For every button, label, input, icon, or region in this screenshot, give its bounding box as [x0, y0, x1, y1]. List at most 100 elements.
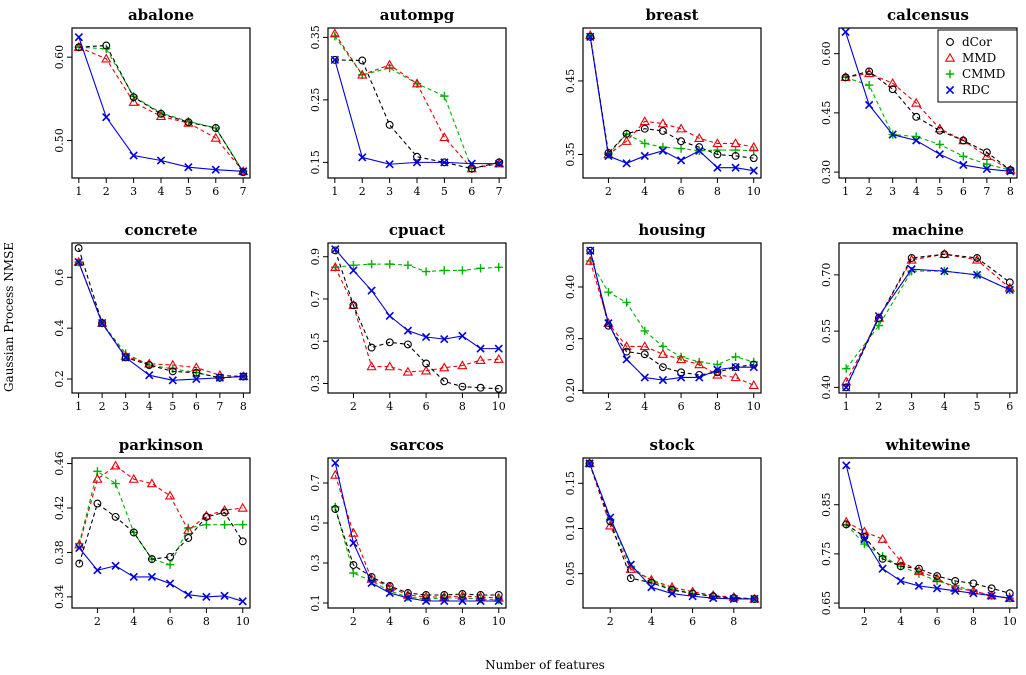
point-MMD	[357, 69, 368, 79]
point-RDC	[932, 584, 942, 593]
point-RDC	[606, 513, 615, 522]
y-tick-label: 0.2	[53, 370, 66, 388]
point-RDC	[349, 538, 358, 548]
x-tick-label: 8	[240, 400, 247, 413]
x-tick-label: 3	[386, 185, 393, 198]
point-RDC	[367, 286, 376, 295]
panel-data	[330, 458, 504, 606]
point-MMD	[384, 361, 395, 371]
series-line-RDC	[78, 261, 244, 381]
x-tick-label: 6	[212, 185, 219, 198]
y-tick-label: 0.9	[309, 248, 322, 266]
point-dCor	[495, 158, 504, 167]
point-dCor	[157, 109, 165, 118]
point-RDC	[647, 583, 656, 592]
x-tick-label: 2	[350, 615, 357, 628]
point-RDC	[440, 334, 449, 344]
point-CMMD	[476, 264, 485, 273]
x-tick-label: 2	[99, 400, 106, 413]
panel-abalone: abalone 1 2 3 4 5 6 7 0.50 0.60	[53, 6, 251, 198]
x-tick-label: 6	[423, 615, 430, 628]
panel-data	[585, 30, 759, 175]
point-dCor	[987, 584, 996, 593]
series-line-MMD	[334, 474, 499, 599]
point-RDC	[421, 596, 431, 606]
point-dCor	[147, 555, 156, 564]
y-tick-label: 0.30	[820, 160, 833, 185]
x-tick-label: 8	[459, 400, 466, 413]
point-MMD	[144, 358, 155, 368]
point-dCor	[907, 254, 916, 262]
point-RDC	[640, 151, 649, 161]
point-CMMD	[238, 520, 247, 529]
point-RDC	[74, 33, 84, 42]
point-RDC	[878, 564, 887, 573]
x-tick-label: 2	[605, 400, 612, 413]
panel-title: concrete	[124, 221, 197, 239]
point-RDC	[604, 151, 613, 161]
point-RDC	[358, 153, 367, 162]
point-dCor	[440, 377, 449, 386]
y-tick-label: 0.42	[53, 496, 66, 521]
point-CMMD	[713, 145, 722, 155]
x-tick-label: 5	[441, 185, 448, 198]
point-MMD	[402, 366, 414, 376]
series-line-CMMD	[845, 76, 1011, 171]
x-tick-label: 2	[350, 400, 357, 413]
series-line-dCor	[845, 70, 1011, 171]
x-tick-label: 6	[678, 185, 685, 198]
x-tick-label: 5	[185, 185, 192, 198]
point-RDC	[331, 245, 340, 254]
point-dCor	[458, 382, 467, 391]
series-line-RDC	[845, 268, 1011, 388]
series-line-dCor	[589, 36, 754, 159]
point-MMD	[155, 111, 167, 121]
point-MMD	[625, 563, 636, 573]
point-CMMD	[349, 568, 358, 578]
y-tick-label: 0.40	[564, 275, 577, 300]
point-CMMD	[912, 132, 921, 141]
point-MMD	[895, 555, 906, 565]
point-dCor	[440, 591, 449, 599]
point-RDC	[864, 100, 874, 110]
point-dCor	[973, 254, 982, 262]
point-dCor	[111, 512, 120, 521]
point-dCor	[874, 314, 883, 322]
y-tick-label: 0.70	[820, 263, 833, 288]
point-RDC	[695, 373, 704, 382]
figure-ylabel: Gaussian Process NMSE	[2, 242, 16, 392]
point-RDC	[476, 344, 485, 353]
x-tick-label: 3	[889, 185, 896, 198]
y-tick-label: 0.65	[820, 591, 833, 616]
point-CMMD	[640, 326, 649, 336]
x-tick-label: 6	[678, 400, 685, 413]
point-MMD	[493, 353, 504, 363]
point-dCor	[184, 534, 193, 542]
point-MMD	[92, 473, 103, 483]
panel-title: breast	[645, 6, 698, 24]
point-dCor	[93, 499, 102, 508]
point-MMD	[411, 78, 423, 88]
series-line-CMMD	[845, 270, 1011, 369]
point-RDC	[74, 257, 83, 267]
x-tick-label: 4	[641, 400, 648, 413]
point-MMD	[694, 132, 705, 142]
y-tick-label: 0.7	[309, 474, 322, 492]
point-MMD	[110, 460, 121, 470]
x-tick-label: 5	[936, 185, 943, 198]
point-RDC	[888, 130, 897, 139]
point-CMMD	[959, 152, 968, 161]
panel-title: parkinson	[119, 436, 204, 454]
panel-data	[841, 461, 1015, 603]
panel-title: stock	[650, 436, 696, 454]
point-CMMD	[385, 259, 394, 269]
legend-label-RDC: RDC	[962, 83, 990, 97]
point-RDC	[622, 355, 631, 364]
x-tick-label: 4	[913, 185, 920, 198]
point-dCor	[842, 520, 851, 529]
panel-frame	[582, 457, 762, 609]
point-CMMD	[202, 520, 211, 529]
point-CMMD	[220, 520, 229, 529]
panel-frame	[327, 242, 507, 394]
